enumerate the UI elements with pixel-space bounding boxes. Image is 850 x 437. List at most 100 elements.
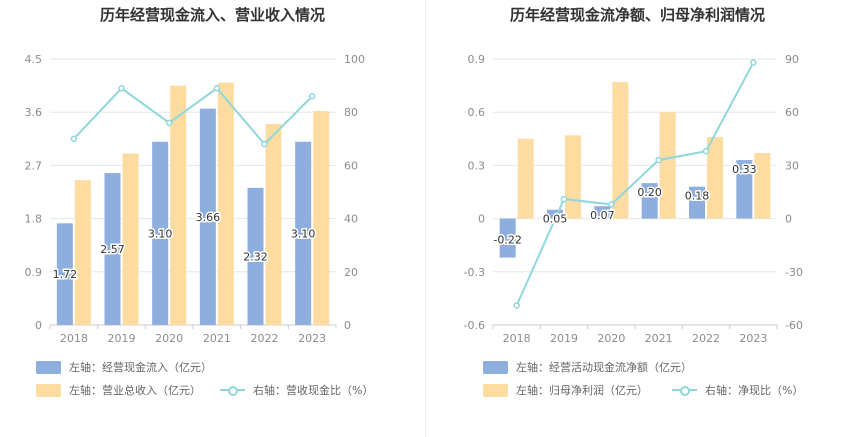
data-label: 2.32: [243, 250, 268, 263]
data-label: 0.07: [590, 209, 615, 222]
legend-item[interactable]: 左轴：经营现金流入（亿元）: [36, 359, 212, 375]
bar-secondary: [313, 111, 330, 325]
line-point: [308, 92, 316, 100]
bar-primary: [199, 108, 216, 325]
x-tick-label: 2022: [692, 332, 720, 345]
y-right-tick-label: 30: [785, 159, 799, 172]
data-label: 3.66: [196, 211, 221, 224]
x-tick-label: 2018: [503, 332, 531, 345]
bar-secondary: [517, 138, 534, 219]
legend-item[interactable]: 左轴：经营活动现金流净额（亿元）: [483, 359, 692, 375]
y-left-tick-label: 4.5: [25, 53, 43, 66]
bar-primary: [295, 141, 312, 325]
legend-swatch: [483, 383, 508, 397]
y-right-tick-label: 0: [785, 213, 792, 226]
x-tick-label: 2021: [203, 332, 231, 345]
line-point: [165, 119, 173, 127]
y-right-tick-label: 0: [344, 319, 351, 332]
data-label: 2.57: [100, 243, 125, 256]
y-left-tick-label: -0.6: [464, 319, 485, 332]
y-left-tick-label: 0.6: [468, 106, 486, 119]
data-label: 0.33: [732, 163, 757, 176]
legend-item[interactable]: 右轴：净现比（%）: [672, 382, 803, 398]
legend-label: 左轴：营业总收入（亿元）: [69, 384, 201, 397]
bar-primary: [689, 186, 705, 219]
data-label: 1.72: [53, 268, 78, 281]
y-right-tick-label: 60: [344, 159, 358, 172]
line-point: [118, 85, 125, 92]
y-left-tick-label: 0.9: [25, 266, 43, 279]
legend-swatch: [483, 360, 508, 374]
legend-item[interactable]: 左轴：归母净利润（亿元）: [483, 382, 648, 398]
y-right-tick-label: 90: [785, 53, 799, 66]
bar-secondary: [170, 85, 187, 325]
legend-label: 左轴：经营现金流入（亿元）: [69, 361, 212, 374]
x-tick-label: 2023: [298, 332, 326, 345]
line-point: [655, 156, 662, 164]
legend-swatch: [36, 360, 61, 374]
line-point: [70, 135, 78, 143]
data-label: 0.20: [637, 186, 662, 199]
y-right-tick-label: 80: [344, 106, 358, 119]
x-tick-label: 2018: [60, 332, 88, 345]
legend-label: 左轴：经营活动现金流净额（亿元）: [516, 361, 692, 374]
bar-secondary: [707, 137, 723, 219]
legend-item[interactable]: 左轴：营业总收入（亿元）: [36, 382, 201, 398]
y-left-tick-label: -0.3: [464, 266, 485, 279]
chart-title: 历年经营现金流净额、归母净利润情况: [509, 6, 765, 24]
legend-label: 左轴：归母净利润（亿元）: [516, 384, 648, 397]
bar-primary: [152, 141, 169, 325]
bar-primary: [736, 160, 753, 219]
bar-primary: [547, 209, 563, 219]
bar-secondary: [565, 135, 581, 219]
chart-title: 历年经营现金流入、营业收入情况: [99, 6, 325, 24]
bar-primary: [641, 183, 658, 219]
line-series: [515, 62, 755, 306]
y-right-tick-label: 40: [344, 213, 358, 226]
data-label: 3.10: [148, 227, 173, 240]
y-right-tick-label: 100: [344, 53, 365, 66]
y-right-tick-label: 20: [344, 266, 358, 279]
y-left-tick-label: 3.6: [25, 106, 43, 119]
legend-label: 右轴：净现比（%）: [705, 384, 804, 397]
line-series: [73, 86, 313, 146]
line-point: [702, 147, 710, 155]
bar-primary: [247, 187, 264, 325]
chart-svg: 0 0.9 1.8 2.7 3.6 4.5 0 20 40 60 80 100 2018 2019 2020…: [25, 53, 366, 345]
x-tick-label: 2019: [108, 332, 136, 345]
y-right-tick-label: 60: [785, 106, 799, 119]
chart-svg: -0.6 -0.3 0 0.3 0.6 0.9 -60 -30 0 30 60 90 2018 2019 2…: [464, 53, 803, 345]
x-tick-label: 2023: [739, 332, 767, 345]
x-tick-label: 2020: [597, 332, 625, 345]
x-tick-label: 2021: [645, 332, 673, 345]
legend-item[interactable]: 右轴：营收现金比（%）: [220, 382, 373, 398]
panel-divider: [425, 0, 426, 437]
legend-line-icon: [220, 383, 245, 397]
bar-secondary: [217, 82, 234, 326]
bar-secondary: [74, 180, 91, 325]
chart-panel-netcash-profit: 历年经营现金流净额、归母净利润情况 -0.6 -0.3 0 0.3 0.6 0.9 -60-…: [425, 0, 850, 437]
data-label: -0.22: [493, 234, 521, 247]
chart-panel-cashflow-revenue: 历年经营现金流入、营业收入情况 0 0.9 1.8 2.7 3.6 4.5 0 20 40 60 8…: [25, 6, 374, 398]
data-label: 0.05: [543, 213, 568, 226]
bar-primary: [594, 206, 611, 219]
x-tick-label: 2020: [155, 332, 183, 345]
x-tick-label: 2019: [550, 332, 578, 345]
line-point: [750, 59, 757, 66]
bar-secondary: [122, 153, 139, 325]
bar-secondary: [754, 152, 771, 219]
y-left-tick-label: 0: [35, 319, 42, 332]
bar-primary: [499, 218, 516, 258]
y-right-tick-label: -60: [785, 319, 803, 332]
y-left-tick-label: 0.9: [468, 53, 486, 66]
bar-primary: [104, 173, 121, 325]
line-point: [261, 140, 268, 148]
bar-secondary: [659, 112, 676, 219]
line-point: [513, 302, 520, 309]
legend-line-icon: [672, 383, 697, 397]
data-label: 0.18: [685, 190, 710, 203]
line-point: [213, 85, 221, 92]
y-right-tick-label: -30: [785, 266, 803, 279]
line-point: [560, 195, 568, 203]
legend-swatch: [36, 383, 61, 397]
